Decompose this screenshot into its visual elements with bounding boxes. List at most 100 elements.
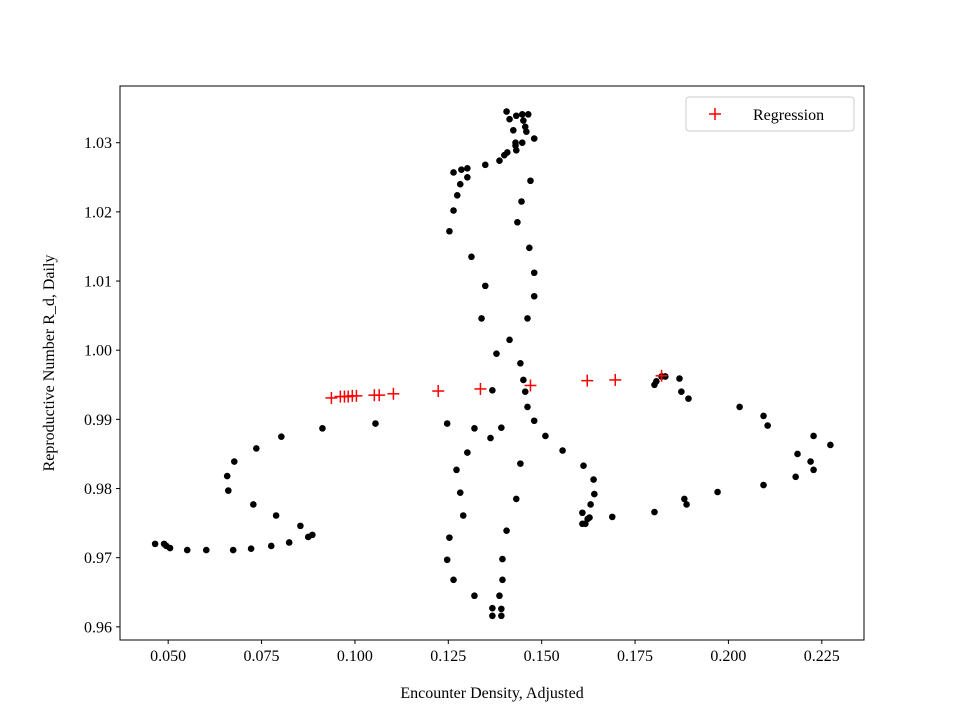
data-point bbox=[530, 417, 538, 425]
data-point bbox=[496, 592, 503, 600]
data-point bbox=[810, 466, 817, 474]
data-point bbox=[651, 381, 658, 389]
data-point bbox=[498, 612, 505, 620]
x-axis-label: Encounter Density, Adjusted bbox=[400, 685, 583, 702]
data-point bbox=[499, 555, 506, 563]
data-point bbox=[520, 117, 527, 124]
data-point bbox=[464, 173, 471, 181]
data-point bbox=[683, 501, 690, 508]
y-tick-label: 0.97 bbox=[84, 550, 112, 567]
plot-frame bbox=[119, 85, 865, 641]
x-tick-label: 0.075 bbox=[244, 648, 280, 665]
data-point bbox=[446, 227, 453, 235]
data-point bbox=[608, 513, 616, 521]
x-tick-label: 0.050 bbox=[150, 648, 186, 665]
data-point bbox=[498, 424, 505, 431]
data-point bbox=[530, 269, 538, 277]
data-point bbox=[297, 522, 304, 530]
data-point bbox=[512, 139, 519, 147]
data-point bbox=[474, 382, 487, 395]
x-tick-label: 0.225 bbox=[804, 648, 840, 665]
y-tick-label: 1.00 bbox=[84, 343, 112, 360]
data-point bbox=[453, 466, 460, 474]
legend-marker bbox=[709, 108, 721, 120]
data-point bbox=[518, 139, 526, 147]
data-point bbox=[319, 425, 326, 432]
data-point bbox=[524, 315, 531, 322]
data-point bbox=[651, 508, 658, 516]
data-point bbox=[587, 501, 594, 508]
data-point bbox=[285, 539, 293, 546]
data-point bbox=[278, 433, 285, 440]
data-point bbox=[450, 169, 457, 176]
data-point bbox=[250, 501, 257, 508]
data-point bbox=[456, 180, 464, 188]
data-point bbox=[503, 527, 510, 535]
x-tick-label: 0.100 bbox=[337, 648, 373, 665]
data-point bbox=[372, 420, 379, 427]
y-tick-label: 1.03 bbox=[84, 135, 112, 152]
data-point bbox=[453, 191, 461, 199]
data-point bbox=[481, 282, 489, 290]
y-tick-label: 1.01 bbox=[84, 274, 112, 291]
x-tick-label: 0.125 bbox=[430, 648, 466, 665]
data-point bbox=[760, 412, 767, 420]
data-point bbox=[518, 198, 525, 205]
data-point bbox=[489, 612, 496, 620]
y-tick-label: 1.02 bbox=[84, 204, 112, 221]
data-point bbox=[524, 111, 532, 118]
data-point bbox=[458, 166, 465, 173]
data-point bbox=[478, 315, 485, 322]
x-tick-label: 0.150 bbox=[524, 648, 560, 665]
data-point bbox=[151, 540, 159, 548]
data-point bbox=[309, 531, 316, 539]
data-point bbox=[526, 244, 533, 252]
data-point bbox=[247, 545, 255, 553]
data-point bbox=[514, 218, 521, 226]
data-point bbox=[496, 157, 503, 164]
y-tick-label: 0.96 bbox=[84, 619, 112, 636]
y-tick-label: 0.99 bbox=[84, 412, 112, 429]
data-point bbox=[223, 472, 231, 480]
data-point bbox=[736, 403, 743, 411]
x-tick-label: 0.175 bbox=[617, 648, 653, 665]
data-point bbox=[325, 391, 338, 404]
data-point bbox=[807, 458, 814, 465]
legend-label: Regression bbox=[753, 107, 824, 124]
data-point bbox=[468, 253, 475, 261]
data-point bbox=[489, 387, 496, 394]
data-point bbox=[681, 495, 688, 503]
data-point bbox=[373, 389, 386, 402]
data-point bbox=[350, 389, 363, 402]
data-point bbox=[523, 128, 530, 135]
data-point bbox=[225, 487, 232, 494]
data-point bbox=[230, 458, 238, 465]
x-tick-label: 0.200 bbox=[710, 648, 746, 665]
data-point bbox=[493, 350, 500, 357]
data-point bbox=[506, 115, 513, 123]
data-point bbox=[579, 520, 586, 528]
data-point bbox=[432, 385, 445, 398]
data-point bbox=[456, 489, 464, 496]
data-point bbox=[464, 449, 471, 456]
data-point bbox=[764, 422, 771, 429]
data-point bbox=[520, 376, 527, 384]
data-point bbox=[489, 604, 496, 612]
data-point bbox=[524, 403, 531, 411]
data-point bbox=[512, 112, 520, 120]
data-point bbox=[481, 161, 489, 169]
data-point bbox=[443, 420, 451, 427]
data-point bbox=[183, 546, 191, 554]
data-point bbox=[518, 111, 526, 118]
data-point bbox=[678, 388, 685, 396]
data-point bbox=[498, 605, 505, 613]
data-point bbox=[530, 292, 538, 300]
data-point bbox=[450, 576, 457, 584]
data-point bbox=[609, 373, 622, 386]
data-point bbox=[504, 149, 511, 156]
data-point bbox=[509, 126, 517, 134]
data-point bbox=[272, 512, 280, 519]
y-axis-label: Reproductive Number R_d, Daily bbox=[41, 255, 58, 472]
legend-box bbox=[685, 96, 855, 132]
data-point bbox=[810, 432, 817, 440]
